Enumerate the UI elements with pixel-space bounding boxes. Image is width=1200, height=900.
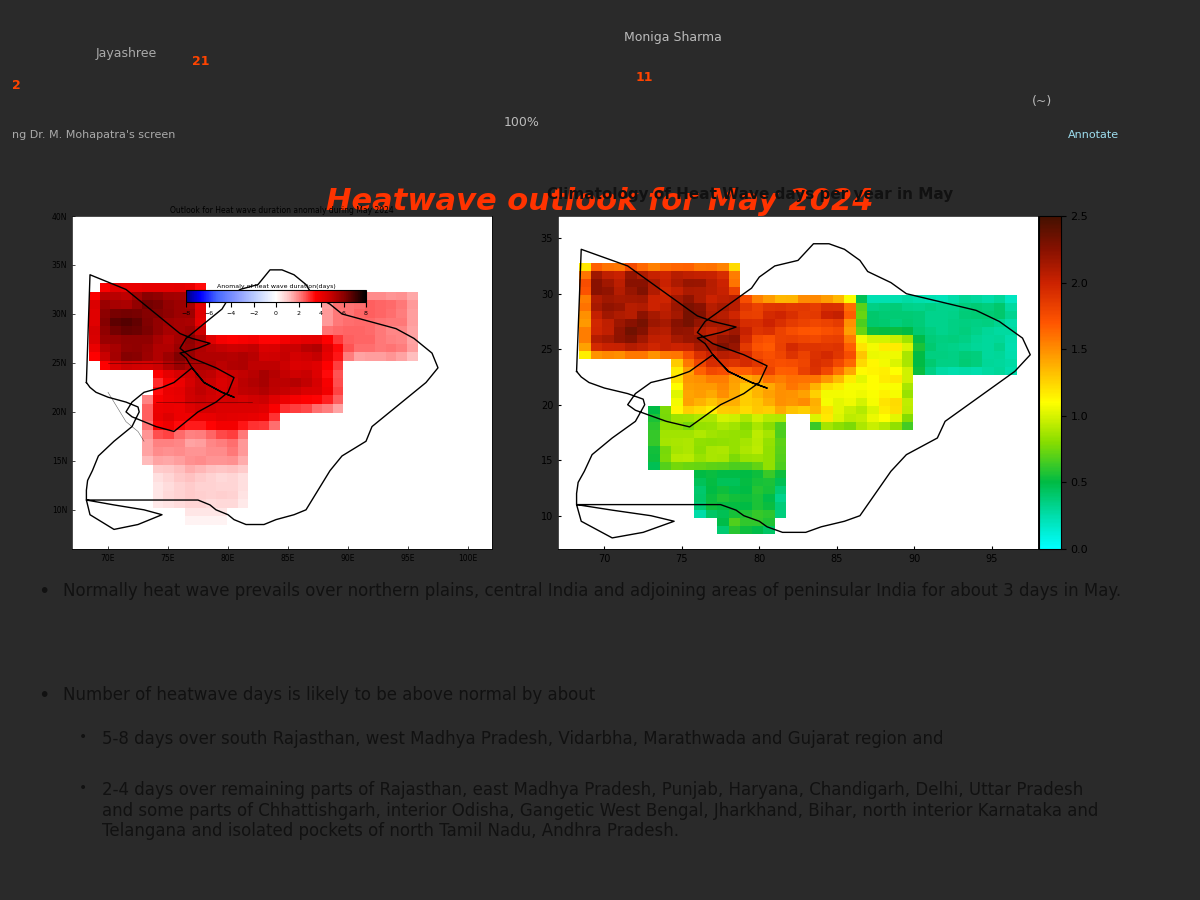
Text: 5-8 days over south Rajasthan, west Madhya Pradesh, Vidarbha, Marathwada and Guj: 5-8 days over south Rajasthan, west Madh… (102, 731, 944, 749)
Text: 100%: 100% (504, 116, 540, 130)
Text: •: • (38, 582, 49, 601)
Text: Heatwave outlook for May 2024: Heatwave outlook for May 2024 (326, 186, 874, 215)
Text: Moniga Sharma: Moniga Sharma (624, 31, 722, 43)
Text: 2: 2 (12, 79, 20, 92)
Title: Anomaly of heat wave duration(days): Anomaly of heat wave duration(days) (217, 284, 335, 289)
Text: based on data of 1993-2016: based on data of 1993-2016 (629, 222, 870, 238)
Text: 21: 21 (192, 55, 210, 68)
Text: Number of heatwave days is likely to be above normal by about: Number of heatwave days is likely to be … (64, 686, 595, 704)
Text: 2-4 days over remaining parts of Rajasthan, east Madhya Pradesh, Punjab, Haryana: 2-4 days over remaining parts of Rajasth… (102, 781, 1099, 841)
Text: 11: 11 (636, 71, 654, 84)
Text: •: • (79, 781, 88, 795)
Text: Jayashree: Jayashree (96, 47, 157, 59)
Text: Normally heat wave prevails over northern plains, central India and adjoining ar: Normally heat wave prevails over norther… (64, 582, 1121, 600)
Title: Outlook for Heat wave duration anomaly during May 2024: Outlook for Heat wave duration anomaly d… (170, 206, 394, 215)
Text: •: • (79, 731, 88, 744)
Text: ng Dr. M. Mohapatra's screen: ng Dr. M. Mohapatra's screen (12, 130, 175, 140)
Text: Annotate: Annotate (1068, 130, 1120, 140)
Text: (~): (~) (1032, 95, 1052, 108)
Text: Climatology of Heat Wave days per year in May: Climatology of Heat Wave days per year i… (547, 186, 953, 202)
Text: Heatwave outlook for May 2024: Heatwave outlook for May 2024 (82, 230, 331, 245)
Text: •: • (38, 686, 49, 705)
